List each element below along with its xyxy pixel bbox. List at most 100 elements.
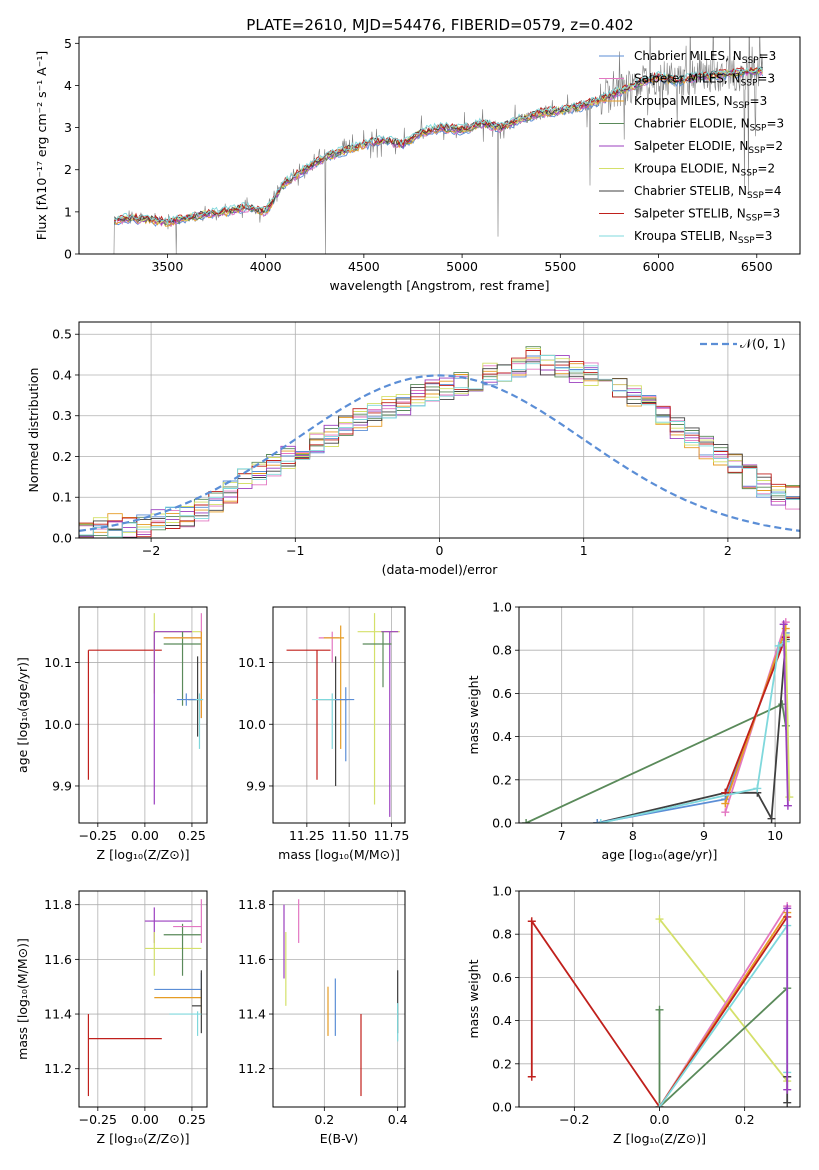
histogram-line <box>79 354 800 538</box>
y-tick-label: 11.6 <box>238 952 266 967</box>
y-tick-label: 11.4 <box>238 1007 266 1022</box>
weight-line <box>658 987 788 1107</box>
x-tick-label: 0.25 <box>178 828 206 843</box>
plus-marker <box>655 1005 664 1014</box>
plus-marker <box>522 819 531 823</box>
y-axis-label: Flux [fλ10⁻¹⁷ erg cm⁻² s⁻¹ A⁻¹] <box>34 51 49 240</box>
y-tick-label: 9.9 <box>246 778 266 793</box>
y-tick-label: 0.0 <box>52 531 72 546</box>
x-tick-label: −0.2 <box>559 1112 589 1127</box>
axes-frame <box>518 890 801 1108</box>
x-tick-label: 0.4 <box>388 1112 408 1127</box>
y-tick-label: 2 <box>64 162 72 177</box>
y-tick-label: 0.1 <box>52 490 72 505</box>
age_vs_Z-plot-area <box>87 613 204 805</box>
y-tick-label: 0.2 <box>492 1056 512 1071</box>
mass_vs_EBV-panel: 0.2 0.4 11.2 11.4 11.6 11.8 E(B-V) <box>238 890 408 1146</box>
y-tick-label: 0.0 <box>492 816 512 831</box>
plus-marker <box>655 915 664 924</box>
weight-line <box>658 922 789 1107</box>
y-tick-label: 0 <box>64 247 72 262</box>
weight_vs_age-plot-area <box>522 618 794 823</box>
legend-label: Chabrier ELODIE, NSSP=3 <box>634 117 784 134</box>
y-tick-label: 0.6 <box>492 970 512 985</box>
mass_vs_Z-panel: −0.25 0.00 0.25 11.2 11.4 11.6 11.8 Z [log₁₀(Z/… <box>15 890 208 1146</box>
plus-marker <box>783 904 792 913</box>
weight-line <box>525 702 787 823</box>
y-tick-label: 5 <box>64 36 72 51</box>
y-tick-label: 1.0 <box>492 884 512 899</box>
axes-frame <box>518 606 801 824</box>
plus-marker <box>783 1098 792 1107</box>
mass_vs_Z-plot-area <box>87 899 202 1097</box>
age_vs_mass-panel: 11.25 11.50 11.75 9.9 10.0 10.1 mass [log₁₀(M/… <box>238 606 409 862</box>
x-tick-label: 0 <box>436 543 444 558</box>
y-tick-label: 10.0 <box>44 717 72 732</box>
y-axis-label: mass [log₁₀(M/M⊙)] <box>15 938 30 1060</box>
y-tick-label: 0.0 <box>492 1100 512 1115</box>
x-tick-label: 0.25 <box>178 1112 206 1127</box>
weight-line <box>658 918 788 1082</box>
y-tick-label: 0.4 <box>52 367 72 382</box>
y-tick-label: 11.2 <box>238 1061 266 1076</box>
y-tick-label: 11.2 <box>44 1061 72 1076</box>
x-tick-label: 0.0 <box>650 1112 670 1127</box>
x-axis-label: Z [log₁₀(Z/Z⊙)] <box>97 1131 190 1146</box>
figure-title: PLATE=2610, MJD=54476, FIBERID=0579, z=0… <box>246 16 633 34</box>
plus-marker <box>767 814 776 823</box>
legend-label: Kroupa MILES, NSSP=3 <box>634 94 767 111</box>
y-axis-label: age [log₁₀(age/yr)] <box>15 657 30 773</box>
y-tick-label: 3 <box>64 120 72 135</box>
x-axis-label: age [log₁₀(age/yr)] <box>602 847 718 862</box>
y-axis-label: mass weight <box>466 959 481 1038</box>
x-tick-label: −1 <box>286 543 304 558</box>
x-tick-label: 1 <box>580 543 588 558</box>
axes-frame <box>78 321 801 539</box>
x-tick-label: 0.00 <box>131 828 159 843</box>
weight-line <box>782 624 789 806</box>
y-tick-label: 1 <box>64 204 72 219</box>
x-tick-label: 0.2 <box>314 1112 334 1127</box>
x-axis-label: Z [log₁₀(Z/Z⊙)] <box>613 1131 706 1146</box>
legend-label: Salpeter MILES, NSSP=3 <box>634 72 775 89</box>
y-tick-label: 9.9 <box>52 778 72 793</box>
spectrum-plot-area <box>110 37 764 254</box>
y-axis-label: mass weight <box>466 675 481 754</box>
y-tick-label: 0.8 <box>492 643 512 658</box>
age_vs_Z-panel: −0.25 0.00 0.25 9.9 10.0 10.1 Z [log₁₀(Z/Z⊙)] a… <box>15 606 208 862</box>
legend-label: Chabrier STELIB, NSSP=4 <box>634 184 782 201</box>
x-axis-label: Z [log₁₀(Z/Z⊙)] <box>97 847 190 862</box>
residuals-panel: −2 −1 0 1 2 0.0 0.1 0.2 0.3 0.4 0.5 (data-model)/er… <box>26 321 801 577</box>
histogram-line <box>79 350 800 538</box>
x-tick-label: 3500 <box>151 259 183 274</box>
plus-marker <box>785 793 794 802</box>
y-tick-label: 0.2 <box>52 449 72 464</box>
plus-marker <box>774 641 783 650</box>
x-tick-label: 5000 <box>446 259 478 274</box>
y-axis-label: Normed distribution <box>26 368 41 493</box>
plus-marker <box>527 917 536 926</box>
plus-marker <box>596 819 605 823</box>
histogram-line <box>79 355 800 538</box>
y-tick-label: 0.4 <box>492 1013 512 1028</box>
mass_vs_EBV-plot-area <box>283 899 399 1097</box>
histogram-line <box>79 355 800 538</box>
x-tick-label: 7 <box>558 828 566 843</box>
y-tick-label: 0.5 <box>52 327 72 342</box>
x-tick-label: 4000 <box>250 259 282 274</box>
x-tick-label: 9 <box>700 828 708 843</box>
y-tick-label: 0.4 <box>492 729 512 744</box>
x-tick-label: 8 <box>629 828 637 843</box>
x-tick-label: −0.25 <box>79 1112 117 1127</box>
x-axis-label: (data-model)/error <box>382 562 499 577</box>
x-tick-label: 0.00 <box>131 1112 159 1127</box>
legend-label: Salpeter STELIB, NSSP=3 <box>634 207 780 224</box>
legend-label: Kroupa STELIB, NSSP=3 <box>634 229 772 246</box>
y-tick-label: 11.8 <box>44 897 72 912</box>
plus-marker <box>655 1103 664 1107</box>
x-axis-label: E(B-V) <box>320 1131 359 1146</box>
x-tick-label: 6000 <box>643 259 675 274</box>
y-tick-label: 11.6 <box>44 952 72 967</box>
legend-label: Chabrier MILES, NSSP=3 <box>634 49 776 66</box>
legend-label: Salpeter ELODIE, NSSP=2 <box>634 139 783 156</box>
